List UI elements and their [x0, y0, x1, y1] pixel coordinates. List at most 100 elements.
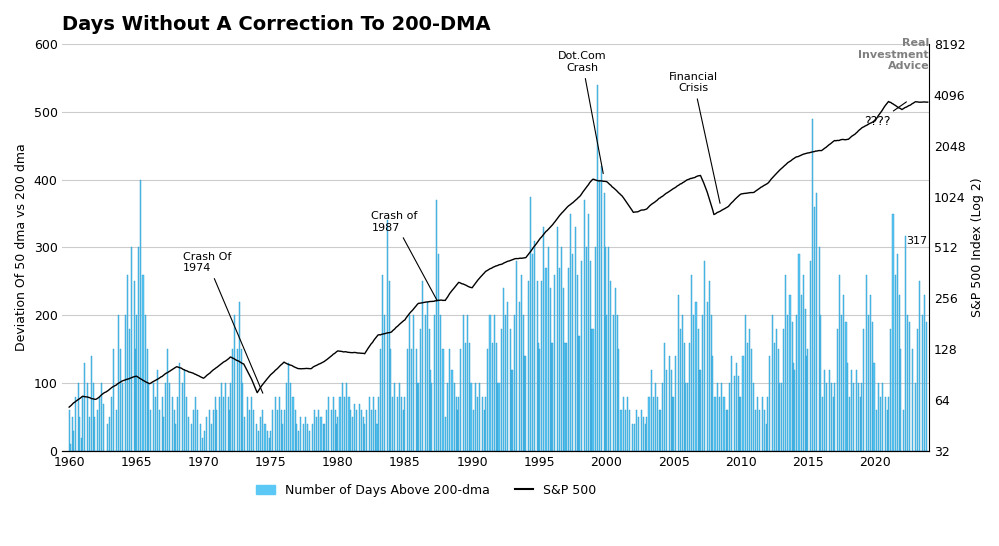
Bar	[646, 417, 647, 451]
Bar	[617, 316, 618, 451]
Bar	[706, 302, 707, 451]
Bar	[497, 342, 498, 451]
Bar	[242, 383, 243, 451]
Bar	[581, 261, 582, 451]
Bar	[75, 397, 76, 451]
Bar	[629, 411, 630, 451]
Bar	[922, 316, 923, 451]
Bar	[525, 356, 526, 451]
Bar	[882, 383, 883, 451]
Bar	[324, 424, 325, 451]
Bar	[436, 200, 437, 451]
Bar	[845, 322, 846, 451]
Y-axis label: S&P 500 Index (Log 2): S&P 500 Index (Log 2)	[971, 177, 984, 317]
Text: Crash of
1987: Crash of 1987	[372, 211, 438, 301]
Bar	[414, 316, 415, 451]
Bar	[475, 383, 476, 451]
Bar	[826, 383, 827, 451]
Line: S&P 500: S&P 500	[69, 102, 928, 407]
Bar	[239, 302, 240, 451]
Bar	[614, 288, 616, 451]
Bar	[604, 247, 605, 451]
Bar	[638, 417, 639, 451]
Bar	[757, 397, 758, 451]
Bar	[293, 397, 294, 451]
Bar	[498, 383, 499, 451]
Bar	[153, 383, 154, 451]
Bar	[841, 316, 842, 451]
Bar	[277, 411, 278, 451]
Bar	[887, 411, 888, 451]
Bar	[712, 356, 713, 451]
Bar	[599, 180, 600, 451]
Bar	[180, 363, 181, 451]
Bar	[373, 397, 375, 451]
Bar	[329, 397, 330, 451]
Bar	[369, 397, 370, 451]
Bar	[697, 329, 698, 451]
Bar	[834, 383, 835, 451]
Bar	[333, 397, 334, 451]
Bar	[536, 281, 537, 451]
Bar	[344, 397, 345, 451]
Bar	[631, 424, 632, 451]
Bar	[719, 397, 720, 451]
Bar	[118, 316, 119, 451]
Bar	[228, 397, 229, 451]
Bar	[739, 397, 740, 451]
Bar	[829, 370, 830, 451]
Bar	[326, 411, 327, 451]
Bar	[744, 316, 746, 451]
Bar	[260, 417, 261, 451]
Bar	[350, 411, 351, 451]
Bar	[890, 329, 891, 451]
Bar	[82, 397, 83, 451]
Bar	[122, 383, 124, 451]
Bar	[321, 417, 322, 451]
Bar	[541, 281, 542, 451]
Bar	[215, 397, 217, 451]
Bar	[323, 424, 324, 451]
Bar	[727, 411, 728, 451]
Bar	[537, 342, 538, 451]
Bar	[163, 417, 164, 451]
Bar	[443, 349, 444, 451]
Bar	[267, 431, 268, 451]
Bar	[359, 403, 360, 451]
Bar	[310, 431, 311, 451]
Bar	[812, 118, 813, 451]
Bar	[880, 397, 881, 451]
Bar	[502, 288, 503, 451]
Bar	[885, 397, 886, 451]
Bar	[601, 166, 602, 451]
Text: Days Without A Correction To 200-DMA: Days Without A Correction To 200-DMA	[62, 15, 492, 34]
Bar	[666, 370, 667, 451]
Bar	[564, 342, 565, 451]
Bar	[486, 397, 487, 451]
Bar	[432, 383, 433, 451]
Bar	[792, 322, 793, 451]
Bar	[221, 383, 222, 451]
Bar	[204, 431, 205, 451]
Bar	[723, 397, 724, 451]
Bar	[634, 424, 635, 451]
Bar	[172, 397, 173, 451]
Bar	[876, 411, 877, 451]
Bar	[863, 329, 864, 451]
Bar	[116, 411, 117, 451]
Bar	[107, 424, 108, 451]
Bar	[686, 383, 687, 451]
Bar	[552, 342, 553, 451]
Bar	[219, 397, 220, 451]
Bar	[919, 281, 920, 451]
Bar	[622, 397, 623, 451]
Bar	[868, 316, 869, 451]
Bar	[182, 383, 183, 451]
Bar	[664, 342, 665, 451]
Bar	[843, 295, 844, 451]
Bar	[645, 424, 646, 451]
Bar	[91, 356, 92, 451]
Bar	[427, 302, 428, 451]
Bar	[606, 316, 607, 451]
Bar	[510, 370, 511, 451]
